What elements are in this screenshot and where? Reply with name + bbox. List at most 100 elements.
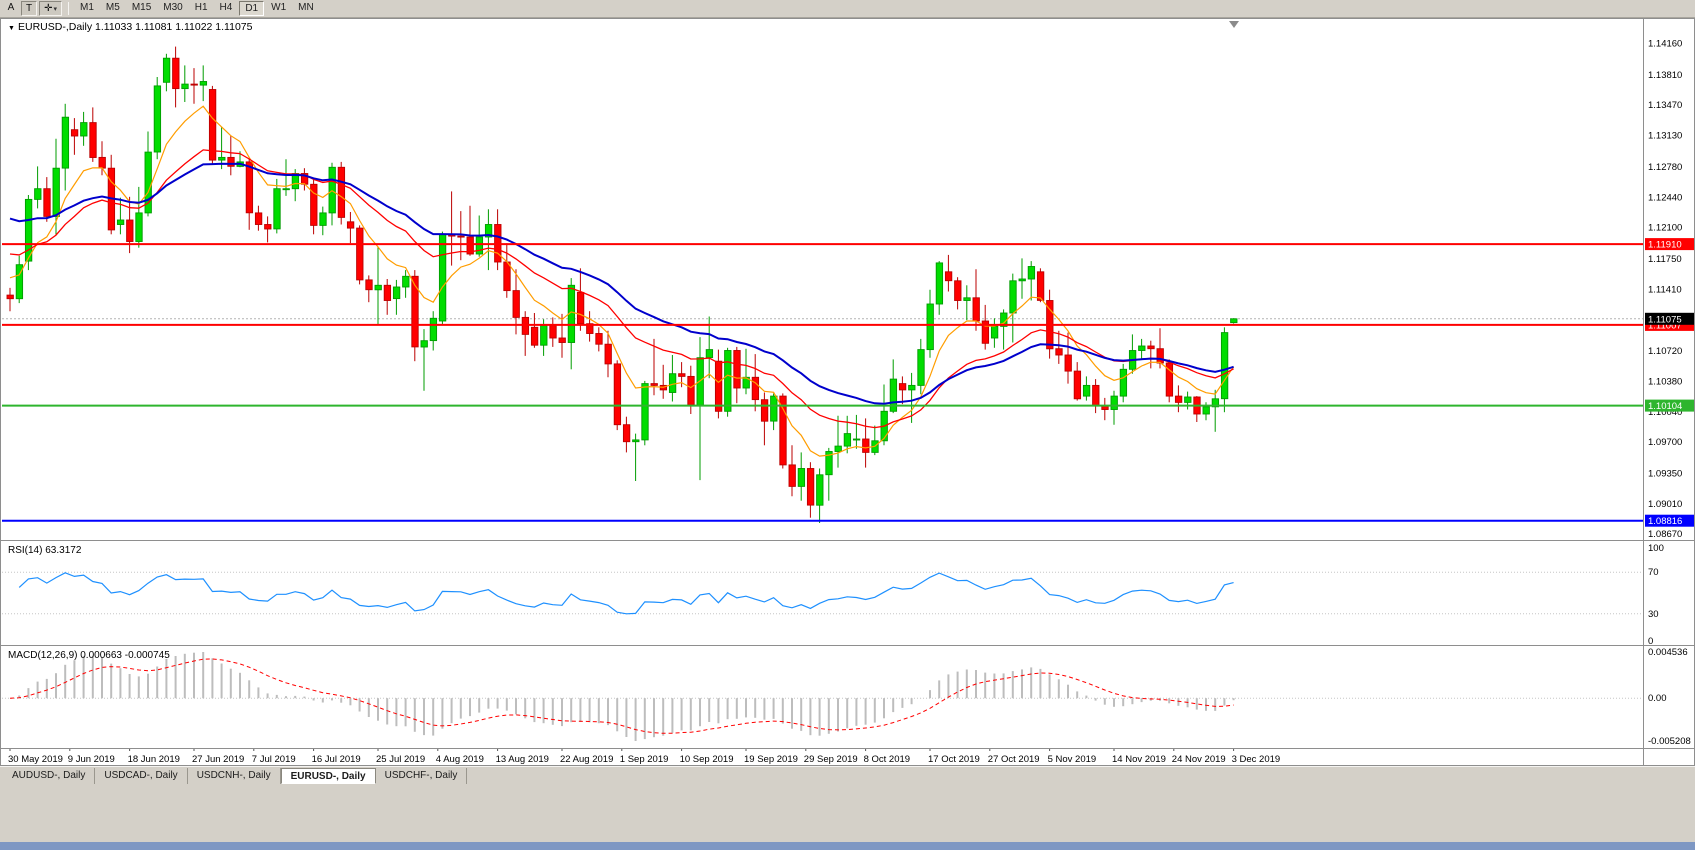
tab-eurusd[interactable]: EURUSD-, Daily bbox=[280, 768, 376, 784]
candle bbox=[374, 284, 382, 291]
ma-mid-red bbox=[9, 149, 1234, 429]
candle bbox=[1156, 348, 1164, 364]
candle bbox=[632, 439, 640, 443]
timeframe-w1-button[interactable]: W1 bbox=[271, 2, 287, 13]
candle bbox=[558, 337, 566, 343]
candle bbox=[6, 294, 14, 300]
x-axis-label: 25 Jul 2019 bbox=[376, 754, 425, 765]
candle bbox=[576, 291, 585, 325]
candle bbox=[751, 376, 760, 401]
timeframe-mn-button[interactable]: MN bbox=[298, 2, 314, 13]
timeframe-m15-button[interactable]: M15 bbox=[131, 2, 152, 13]
arrange-tool-button[interactable]: A bbox=[7, 2, 15, 13]
y-axis-label: 1.11750 bbox=[1648, 254, 1682, 265]
x-axis-label: 18 Jun 2019 bbox=[128, 754, 180, 765]
candle bbox=[1184, 396, 1192, 403]
candle bbox=[760, 399, 769, 422]
timeframe-m30-button[interactable]: M30 bbox=[163, 2, 183, 13]
candle bbox=[834, 445, 842, 452]
y-axis-label: 1.10720 bbox=[1648, 346, 1682, 357]
timeframe-m1-button[interactable]: M1 bbox=[80, 2, 94, 13]
taskbar-strip bbox=[0, 842, 1695, 850]
candle bbox=[1202, 406, 1210, 415]
candle bbox=[650, 383, 658, 386]
x-axis-label: 27 Oct 2019 bbox=[988, 754, 1040, 765]
candle bbox=[816, 474, 824, 506]
candle bbox=[273, 188, 281, 230]
candle bbox=[365, 279, 373, 291]
macd-signal-line bbox=[9, 658, 1234, 734]
candle bbox=[402, 275, 410, 288]
candle bbox=[172, 57, 180, 90]
text-tool-button[interactable]: T bbox=[21, 1, 38, 16]
candle bbox=[714, 360, 723, 412]
tab-usdchf[interactable]: USDCHF-, Daily bbox=[375, 768, 468, 784]
ma-fast-orange bbox=[9, 105, 1235, 457]
candle bbox=[678, 373, 686, 377]
candle bbox=[926, 303, 934, 351]
candle bbox=[788, 464, 796, 487]
candle bbox=[779, 395, 787, 466]
candle bbox=[420, 340, 428, 348]
candle bbox=[383, 284, 392, 301]
x-axis-label: 16 Jul 2019 bbox=[312, 754, 361, 765]
tab-usdcnh[interactable]: USDCNH-, Daily bbox=[187, 768, 281, 784]
macd-axis-label: -0.005208 bbox=[1648, 736, 1691, 747]
x-axis-label: 24 Nov 2019 bbox=[1172, 754, 1226, 765]
y-axis-label: 1.09010 bbox=[1648, 499, 1682, 510]
candle bbox=[1092, 384, 1100, 407]
candles bbox=[6, 46, 1238, 523]
chart-canvas[interactable]: ▼ EURUSD-,Daily 1.11033 1.11081 1.11022 1… bbox=[0, 18, 1695, 766]
rsi-axis-label: 30 bbox=[1648, 609, 1659, 620]
x-axis-label: 29 Sep 2019 bbox=[804, 754, 858, 765]
x-axis-label: 8 Oct 2019 bbox=[864, 754, 910, 765]
tab-usdcad[interactable]: USDCAD-, Daily bbox=[95, 768, 188, 784]
candle bbox=[530, 326, 539, 346]
price-badge-label: 1.11075 bbox=[1648, 314, 1682, 325]
cursor-tool-dropdown[interactable]: ✛▾ bbox=[39, 1, 63, 16]
toolbar-separator bbox=[68, 2, 70, 15]
timeframe-d1-button[interactable]: D1 bbox=[239, 1, 265, 16]
tab-audusd[interactable]: AUDUSD-, Daily bbox=[3, 768, 96, 784]
candle bbox=[613, 363, 622, 426]
candle bbox=[43, 188, 51, 217]
window-bottom-chrome bbox=[0, 784, 1695, 842]
candle bbox=[34, 188, 42, 200]
rsi-line bbox=[18, 572, 1234, 615]
chart-tabbar: AUDUSD-, Daily USDCAD-, Daily USDCNH-, D… bbox=[0, 766, 1695, 784]
candle bbox=[310, 183, 318, 226]
candle bbox=[190, 83, 198, 86]
candle bbox=[1036, 271, 1045, 301]
candle bbox=[466, 236, 474, 255]
candle bbox=[1174, 395, 1183, 403]
candle bbox=[1230, 318, 1238, 324]
timeframe-h4-button[interactable]: H4 bbox=[219, 2, 233, 13]
candle bbox=[264, 224, 272, 230]
rsi-label: RSI(14) 63.3172 bbox=[8, 545, 82, 556]
candle bbox=[963, 297, 971, 301]
candle bbox=[411, 275, 419, 348]
x-axis-label: 4 Aug 2019 bbox=[436, 754, 484, 765]
candle bbox=[1055, 348, 1063, 356]
candle bbox=[254, 212, 263, 225]
timeframe-m5-button[interactable]: M5 bbox=[105, 2, 120, 13]
x-axis-label: 14 Nov 2019 bbox=[1112, 754, 1166, 765]
chart-window: ▼ EURUSD-,Daily 1.11033 1.11081 1.11022 1… bbox=[0, 18, 1695, 766]
y-axis-label: 1.14160 bbox=[1648, 39, 1682, 50]
candle bbox=[852, 438, 861, 441]
chevron-down-icon: ▾ bbox=[53, 6, 58, 13]
price-badge bbox=[1645, 514, 1694, 527]
x-axis-label: 10 Sep 2019 bbox=[680, 754, 734, 765]
x-axis-label: 30 May 2019 bbox=[8, 754, 63, 765]
candle bbox=[862, 438, 870, 453]
macd-axis-label: 0.004536 bbox=[1648, 647, 1688, 658]
y-axis-label: 1.08670 bbox=[1648, 529, 1682, 540]
y-axis-label: 1.12100 bbox=[1648, 223, 1682, 234]
candle bbox=[954, 280, 962, 301]
candle bbox=[245, 161, 254, 214]
candle bbox=[438, 233, 447, 322]
rsi-axis-label: 0 bbox=[1648, 636, 1653, 647]
timeframe-h1-button[interactable]: H1 bbox=[194, 2, 208, 13]
candle bbox=[52, 167, 60, 217]
candle bbox=[126, 219, 134, 242]
